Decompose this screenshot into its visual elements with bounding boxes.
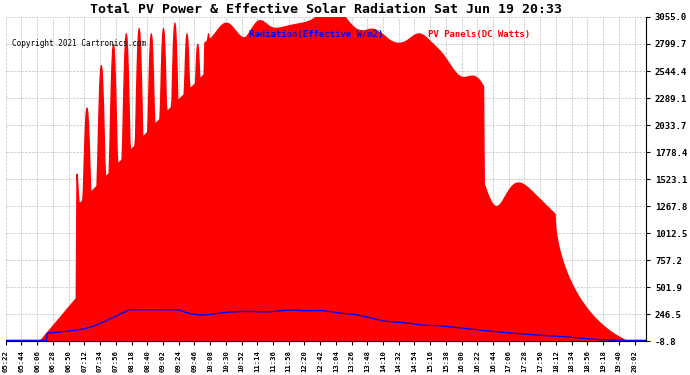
- Title: Total PV Power & Effective Solar Radiation Sat Jun 19 20:33: Total PV Power & Effective Solar Radiati…: [90, 3, 562, 16]
- Text: PV Panels(DC Watts): PV Panels(DC Watts): [428, 30, 531, 39]
- Text: Radiation(Effective W/m2): Radiation(Effective W/m2): [249, 30, 384, 39]
- Text: Copyright 2021 Cartronics.com: Copyright 2021 Cartronics.com: [12, 39, 146, 48]
